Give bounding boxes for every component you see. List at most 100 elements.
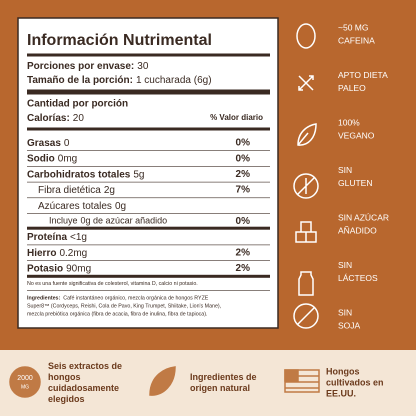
row-amount: 1 cucharada (6g) bbox=[136, 75, 212, 86]
daily-value: 2% bbox=[236, 263, 251, 274]
dv-heading: % Valor diario bbox=[210, 113, 263, 122]
daily-value: 0% bbox=[236, 138, 251, 149]
ingredients-line: mezcla prebiótica orgánica (fibra de aca… bbox=[27, 312, 208, 318]
feature-text: VEGANO bbox=[338, 130, 375, 140]
rule bbox=[27, 127, 270, 131]
feature-text: PALEO bbox=[338, 83, 366, 93]
feature-text: SOJA bbox=[338, 320, 361, 330]
row-name: Hierro bbox=[27, 248, 56, 259]
badge-icon bbox=[9, 366, 41, 398]
leaf-icon bbox=[149, 366, 176, 396]
rule bbox=[27, 213, 270, 214]
feature-text: SIN AZÚCAR bbox=[338, 212, 389, 222]
feature-icons bbox=[293, 23, 319, 329]
highlight-text: cultivados en bbox=[326, 377, 384, 387]
highlight-icons bbox=[9, 366, 320, 398]
row-name: Fibra dietética bbox=[38, 185, 101, 196]
label-row: Hierro 0.2mg bbox=[27, 248, 87, 259]
row-name: Porciones por envase: bbox=[27, 61, 134, 72]
daily-value: 2% bbox=[236, 169, 251, 180]
row-amount: <1g bbox=[70, 232, 87, 243]
highlight-text: origen natural bbox=[190, 383, 250, 393]
highlight-text: Hongos bbox=[326, 366, 360, 376]
coffee-bean-icon bbox=[296, 23, 316, 49]
highlight-text: EE.UU. bbox=[326, 388, 356, 398]
rule bbox=[27, 260, 270, 261]
highlight-text: elegidos bbox=[48, 394, 85, 404]
ingredients-text: mezcla prebiótica orgánica (fibra de aca… bbox=[27, 312, 208, 318]
rule bbox=[27, 226, 270, 230]
highlight-text: cuidadosamente bbox=[48, 383, 119, 393]
highlight-text: Seis extractos de bbox=[48, 361, 122, 371]
row-amount: 90mg bbox=[66, 263, 91, 274]
feature-text: LÁCTEOS bbox=[338, 273, 378, 283]
no-soy-icon bbox=[293, 303, 319, 329]
ingredients-line: Ingredientes: Café instantáneo orgánico, … bbox=[27, 296, 209, 302]
row-amount: 5g bbox=[133, 169, 144, 180]
label-row: Potasio 90mg bbox=[27, 263, 91, 274]
label-title: Información Nutrimental bbox=[27, 32, 212, 49]
ingredients-text: Café instantáneo orgánico, mezcla orgáni… bbox=[63, 296, 209, 302]
rule bbox=[27, 150, 270, 151]
ingredients-line: Super8™ (Cordyceps, Reishi, Cola de Pavo… bbox=[27, 304, 221, 310]
row-amount: 0g bbox=[115, 200, 126, 211]
rule bbox=[27, 274, 270, 278]
row-name: Carbohidratos totales bbox=[27, 169, 131, 180]
row-amount: 0.2mg bbox=[59, 248, 87, 259]
rule bbox=[27, 244, 270, 246]
row-amount: 20 bbox=[73, 113, 85, 124]
feature-text: SIN bbox=[338, 165, 352, 175]
rule bbox=[27, 197, 270, 199]
label-row: Carbohidratos totales 5g bbox=[27, 169, 144, 180]
daily-value: 7% bbox=[236, 185, 251, 196]
rule bbox=[27, 290, 270, 291]
label-row: Azúcares totales 0g bbox=[38, 200, 126, 211]
row-name: Sodio bbox=[27, 153, 55, 164]
badge-text: 2000 bbox=[17, 375, 33, 382]
row-amount: 0mg bbox=[58, 153, 77, 164]
no-gluten-icon bbox=[293, 173, 319, 199]
label-row: Fibra dietética 2g bbox=[38, 185, 115, 196]
feature-text: AÑADIDO bbox=[338, 225, 377, 235]
label-row: Sodio 0mg bbox=[27, 153, 77, 164]
badge-text: MG bbox=[21, 384, 29, 390]
bottom-band bbox=[0, 350, 416, 416]
daily-value: 2% bbox=[236, 248, 251, 259]
feature-text: SIN bbox=[338, 260, 352, 270]
wheat-icon bbox=[296, 176, 316, 196]
feature-text: APTO DIETA bbox=[338, 70, 388, 80]
highlight-text: hongos bbox=[48, 372, 81, 382]
row-name: Incluye bbox=[49, 216, 78, 226]
row-amount: 0g de azúcar añadido bbox=[81, 216, 168, 226]
ingredients-text: Super8™ (Cordyceps, Reishi, Cola de Pavo… bbox=[27, 304, 221, 310]
rule bbox=[27, 181, 270, 183]
rule bbox=[27, 166, 270, 167]
label-row: Grasas 0 bbox=[27, 138, 70, 149]
feature-text: GLUTEN bbox=[338, 178, 372, 188]
amount-heading: Cantidad por porción bbox=[27, 99, 128, 110]
footnote: No es una fuente significativa de colest… bbox=[27, 281, 198, 287]
row-name: Calorías: bbox=[27, 113, 70, 124]
label-row: Tamaño de la porción: 1 cucharada (6g) bbox=[27, 75, 212, 86]
label-row: Calorías: 20 bbox=[27, 113, 84, 124]
row-amount: 2g bbox=[104, 185, 115, 196]
rule bbox=[27, 53, 270, 57]
feature-text: 100% bbox=[338, 117, 360, 127]
sugar-cubes-icon bbox=[295, 221, 317, 243]
label-row: Proteína <1g bbox=[27, 232, 87, 243]
feature-text: SIN bbox=[338, 307, 352, 317]
soy-strike bbox=[296, 306, 316, 326]
label-row: Porciones por envase: 30 bbox=[27, 61, 149, 72]
ingredients-heading: Ingredientes: bbox=[27, 296, 60, 302]
row-name: Proteína bbox=[27, 232, 67, 243]
row-name: Azúcares totales bbox=[38, 200, 112, 211]
row-name: Grasas bbox=[27, 138, 61, 149]
row-name: Potasio bbox=[27, 263, 63, 274]
row-amount: 0 bbox=[64, 138, 70, 149]
feature-text: ~50 MG bbox=[338, 22, 368, 32]
flag-canton bbox=[284, 369, 299, 382]
row-name: Tamaño de la porción: bbox=[27, 75, 133, 86]
label-row: Incluye 0g de azúcar añadido bbox=[49, 216, 167, 226]
highlight-text: Ingredientes de bbox=[190, 372, 257, 382]
